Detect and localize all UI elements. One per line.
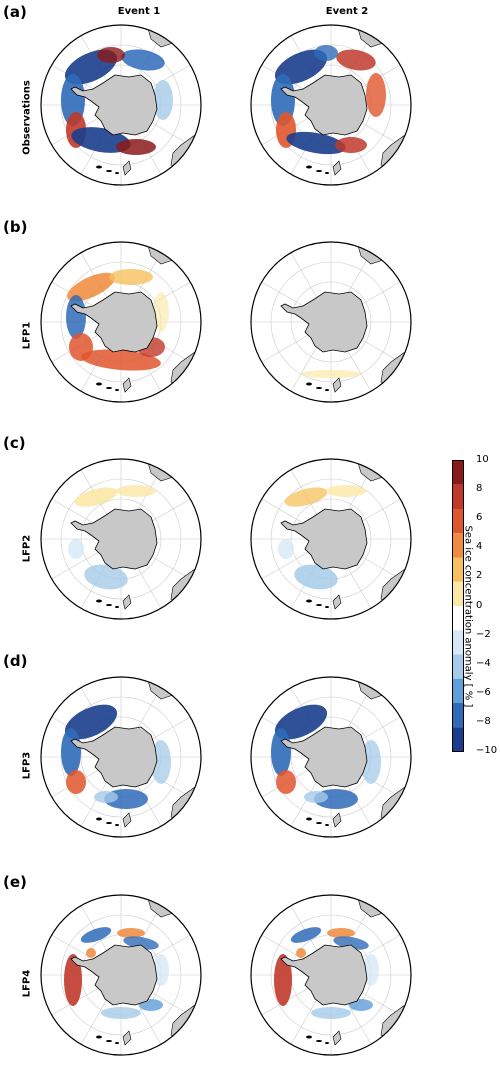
polar-map-5-event-1 (40, 894, 202, 1056)
row-label-lfp1: LFP1 (21, 321, 33, 350)
polar-map-1-event-2 (250, 24, 412, 186)
colorbar-cell (452, 630, 464, 655)
polar-map-1-event-1 (40, 24, 202, 186)
column-title-event-1: Event 1 (117, 6, 161, 17)
panel-label-d: (d) (3, 652, 28, 670)
colorbar-tick-label: −8 (476, 715, 491, 727)
colorbar-tick-label: 8 (476, 483, 483, 495)
row-label-lfp3: LFP3 (21, 751, 33, 780)
polar-map-4-event-1 (40, 676, 202, 838)
colorbar-cell (452, 606, 464, 631)
polar-map-2-event-1 (40, 241, 202, 403)
row-label-observations: Observations (21, 80, 33, 155)
panel-label-e: (e) (3, 873, 27, 891)
panel-label-b: (b) (3, 218, 28, 236)
colorbar-cell (452, 509, 464, 534)
polar-map-3-event-2 (250, 458, 412, 620)
colorbar-tick-label: −2 (476, 628, 491, 640)
polar-map-5-event-2 (250, 894, 412, 1056)
colorbar-cell (452, 484, 464, 509)
colorbar-cell (452, 654, 464, 679)
colorbar (452, 460, 464, 752)
colorbar-cell (452, 557, 464, 582)
colorbar-tick-label: 2 (476, 570, 483, 582)
polar-map-2-event-2 (250, 241, 412, 403)
colorbar-cell (452, 678, 464, 703)
colorbar-tick-label: −6 (476, 686, 491, 698)
colorbar-cell (452, 460, 464, 485)
colorbar-label: Sea ice concentration anomaly [ % ] (462, 525, 474, 708)
polar-map-4-event-2 (250, 676, 412, 838)
colorbar-cell (452, 703, 464, 728)
colorbar-tick-label: 10 (476, 454, 489, 465)
colorbar-cell (452, 727, 464, 752)
colorbar-tick-label: 4 (476, 541, 483, 553)
colorbar-tick-label: 6 (476, 512, 483, 524)
colorbar-tick-label: 0 (476, 599, 483, 611)
colorbar-tick-label: −4 (476, 657, 491, 669)
colorbar-cell (452, 533, 464, 558)
panel-label-a: (a) (3, 3, 27, 21)
colorbar-cell (452, 581, 464, 606)
panel-label-c: (c) (3, 434, 26, 452)
polar-map-3-event-1 (40, 458, 202, 620)
colorbar-tick-label: −10 (476, 745, 498, 756)
row-label-lfp2: LFP2 (21, 534, 33, 563)
column-title-event-2: Event 2 (325, 6, 369, 17)
row-label-lfp4: LFP4 (21, 969, 33, 998)
